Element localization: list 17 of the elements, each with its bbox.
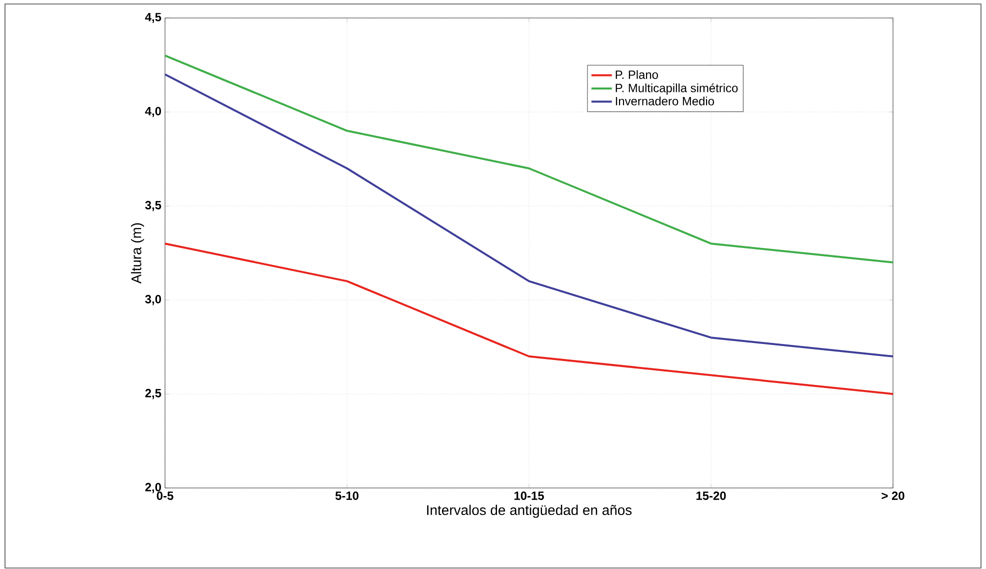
y-tick-label: 3,5 <box>145 200 162 212</box>
x-tick-label: 5-10 <box>335 492 358 500</box>
legend-label: Invernadero Medio <box>616 96 714 106</box>
legend-label: P. Plano <box>616 70 658 79</box>
y-axis-title: Altura (m) <box>131 223 144 284</box>
y-tick-label: 4,0 <box>145 106 161 118</box>
y-tick-label: 3,0 <box>145 294 161 306</box>
line-series <box>164 54 894 264</box>
x-tick-label: 15-20 <box>696 492 726 500</box>
x-tick-label: > 20 <box>882 492 904 500</box>
legend-label: P. Multicapilla simétrico <box>616 83 738 95</box>
x-axis-title: Intervalos de antigüedad en años <box>427 504 632 518</box>
y-tick-label: 4,5 <box>145 12 162 24</box>
y-tick-label: 2,0 <box>145 482 161 494</box>
y-tick-label: 2,5 <box>145 388 162 400</box>
x-tick-label: 0-5 <box>156 492 174 500</box>
x-tick-label: 10-15 <box>514 492 544 500</box>
